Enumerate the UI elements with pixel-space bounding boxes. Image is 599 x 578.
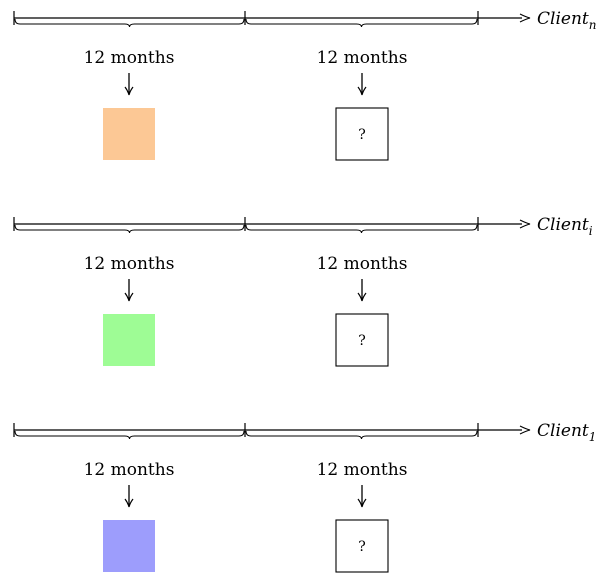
client-label-subscript: i — [589, 224, 593, 238]
segment-label: 12 months — [84, 48, 175, 68]
segment-brace — [245, 18, 478, 28]
timeline-arrowhead — [519, 13, 531, 23]
client-label-text: Client — [537, 9, 589, 29]
segment-label: 12 months — [317, 460, 408, 480]
client-label-text: Client — [537, 421, 589, 441]
observed-box — [103, 314, 155, 366]
client-label-subscript: 1 — [589, 430, 597, 444]
client-label: Clientn — [537, 9, 596, 32]
unknown-box-mark: ? — [358, 127, 366, 143]
timeline-arrowhead — [519, 219, 531, 229]
timeline-arrowhead — [519, 425, 531, 435]
unknown-box-mark: ? — [358, 539, 366, 555]
segment-brace — [14, 430, 245, 440]
down-arrow-head — [124, 86, 134, 96]
segment-brace — [245, 224, 478, 234]
unknown-box — [335, 107, 389, 161]
down-arrow-head — [124, 498, 134, 508]
down-arrow-head — [357, 86, 367, 96]
observed-box — [103, 108, 155, 160]
down-arrow-head — [357, 498, 367, 508]
observed-box — [103, 520, 155, 572]
client-label: Client1 — [537, 421, 596, 444]
timeline-row: Clienti 12 months 12 months? — [13, 215, 593, 367]
down-arrow-head — [357, 292, 367, 302]
timeline-row: Clientn 12 months 12 months? — [13, 9, 596, 161]
segment-brace — [245, 430, 478, 440]
client-label-subscript: n — [589, 18, 597, 32]
client-label: Clienti — [537, 215, 593, 238]
segment-label: 12 months — [84, 460, 175, 480]
unknown-box-mark: ? — [358, 333, 366, 349]
down-arrow-head — [124, 292, 134, 302]
unknown-box — [335, 313, 389, 367]
segment-label: 12 months — [317, 48, 408, 68]
unknown-box — [335, 519, 389, 573]
client-label-text: Client — [537, 215, 589, 235]
segment-brace — [14, 18, 245, 28]
segment-brace — [14, 224, 245, 234]
segment-label: 12 months — [317, 254, 408, 274]
segment-label: 12 months — [84, 254, 175, 274]
timeline-row: Client1 12 months 12 months? — [13, 421, 596, 573]
